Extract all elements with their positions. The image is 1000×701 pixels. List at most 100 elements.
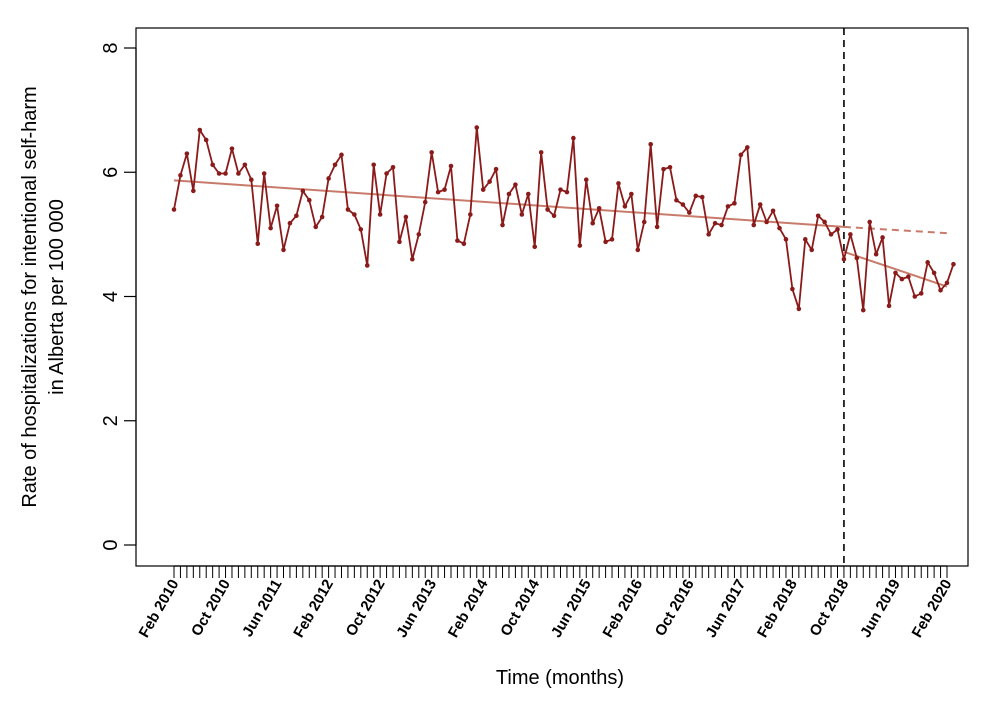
observed-point (738, 152, 744, 158)
observed-point (725, 204, 731, 209)
observed-point (680, 202, 686, 207)
x-tick-label: Jun 2019 (857, 577, 904, 641)
observed-point (474, 125, 480, 130)
observed-point (255, 241, 261, 246)
x-tick-label: Feb 2020 (909, 577, 956, 641)
observed-point (674, 197, 679, 203)
observed-point (242, 162, 248, 168)
observed-point (609, 237, 615, 242)
observed-point (306, 197, 312, 203)
x-tick-label: Oct 2014 (497, 576, 543, 639)
x-tick-label: Oct 2016 (652, 577, 698, 640)
observed-point (944, 280, 950, 286)
observed-point (416, 232, 422, 237)
observed-point (564, 189, 570, 195)
observed-point (873, 251, 879, 257)
observed-point (777, 225, 782, 231)
observed-point (339, 152, 344, 158)
observed-point (732, 201, 737, 206)
observed-point (931, 270, 937, 276)
observed-point (493, 166, 499, 172)
x-tick-label: Jun 2011 (239, 577, 285, 640)
observed-point (751, 222, 757, 228)
observed-point (442, 187, 447, 192)
y-tick-label: 4 (100, 291, 122, 302)
observed-point (558, 187, 563, 192)
observed-point (571, 135, 576, 141)
observed-point (429, 150, 434, 155)
observed-point (783, 237, 789, 242)
observed-point (699, 194, 705, 200)
observed-point (403, 214, 409, 220)
observed-point (513, 182, 518, 187)
observed-point (860, 307, 866, 313)
observed-point (197, 127, 203, 133)
observed-point (236, 171, 241, 176)
observed-point (641, 219, 647, 225)
observed-point (319, 214, 325, 220)
observed-point (757, 202, 763, 207)
observed-point (210, 162, 215, 168)
observed-point (519, 212, 525, 217)
trend-pre-line (173, 179, 845, 228)
y-tick-label: 2 (100, 415, 122, 426)
observed-point (281, 247, 286, 253)
observed-point (532, 244, 538, 250)
observed-point (719, 222, 724, 228)
observed-point (712, 220, 718, 226)
observed-point (918, 291, 924, 296)
observed-point (583, 177, 589, 183)
observed-point (384, 171, 389, 176)
observed-point (371, 162, 376, 168)
x-tick-label: Feb 2016 (599, 577, 646, 641)
observed-point (551, 213, 557, 219)
observed-point (796, 306, 802, 312)
observed-point (854, 255, 860, 261)
observed-point (332, 162, 338, 168)
observed-point (390, 164, 396, 170)
observed-point (480, 187, 486, 192)
observed-point (828, 232, 834, 237)
y-tick-label: 0 (100, 539, 122, 550)
x-tick-label: Feb 2014 (445, 576, 492, 641)
observed-point (345, 207, 351, 212)
observed-point (706, 232, 711, 237)
y-axis: 0 2 4 6 8 (100, 42, 137, 551)
observed-point (667, 164, 673, 170)
x-tick-label: Jun 2015 (548, 577, 595, 641)
observed-point (802, 237, 808, 242)
x-axis: Feb 2010 Oct 2010 Jun 2011 Feb 2012 Oct 2012… (136, 565, 956, 641)
observed-point (880, 235, 885, 240)
observed-point (886, 303, 892, 309)
y-tick-label: 8 (100, 42, 122, 53)
observed-point (622, 204, 628, 209)
y-axis-title-line-1: Rate of hospitalizations for intentional… (19, 86, 41, 507)
observed-point (912, 294, 918, 299)
observed-point (287, 220, 293, 226)
observed-point (171, 207, 177, 212)
observed-point (815, 213, 821, 219)
x-tick-label: Feb 2018 (754, 577, 801, 641)
observed-point (596, 205, 602, 211)
observed-point (249, 177, 254, 183)
y-tick-label: 6 (100, 167, 122, 178)
observed-point (506, 191, 512, 197)
observed-point (326, 176, 331, 181)
trend-post-line (843, 250, 948, 288)
observed-point (848, 232, 853, 237)
observed-point (629, 191, 634, 197)
observed-point (693, 193, 699, 199)
observed-point (661, 166, 666, 172)
x-tick-label: Feb 2010 (136, 577, 183, 641)
observed-point (525, 191, 531, 197)
observed-point (835, 227, 840, 232)
observed-point (867, 219, 872, 225)
observed-point (377, 212, 383, 217)
observed-point (313, 224, 319, 230)
observed-point (435, 189, 441, 195)
observed-point (925, 260, 930, 265)
observed-point (616, 181, 621, 186)
observed-point (603, 239, 608, 245)
observed-point (191, 188, 196, 194)
